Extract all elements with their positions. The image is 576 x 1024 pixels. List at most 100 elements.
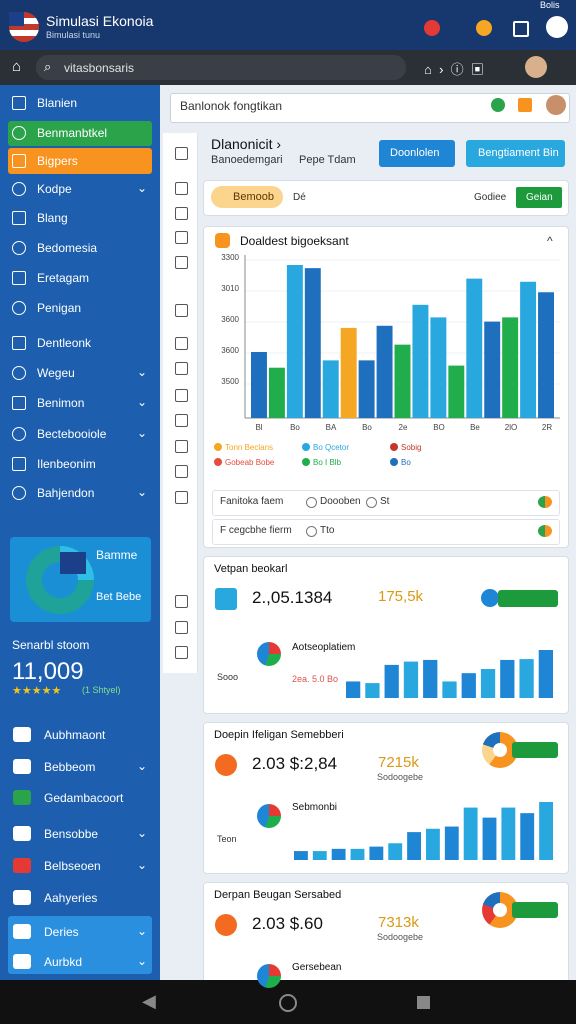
menu-item[interactable]: Aubhmaont — [44, 728, 106, 742]
menu-item[interactable]: Blanien — [37, 96, 78, 110]
legend-swatch — [302, 458, 310, 466]
tool-icon[interactable] — [175, 414, 188, 427]
recent-nav[interactable] — [417, 996, 430, 1009]
card-value: 2.,05.1384 — [252, 588, 333, 607]
menu-item[interactable]: Bensobbe — [44, 827, 99, 841]
tool-icon[interactable] — [175, 231, 188, 244]
menu-item[interactable]: Bigpers — [37, 154, 78, 168]
card-stat-note: Sodoogebe — [377, 932, 424, 942]
radio[interactable] — [366, 497, 377, 508]
menu-item[interactable]: Eretagam — [37, 271, 90, 285]
tool-icon[interactable] — [175, 337, 188, 350]
chevron[interactable]: ⌄ — [137, 365, 148, 379]
window-icon[interactable] — [513, 21, 529, 37]
card-button[interactable] — [512, 742, 558, 758]
menu-icon — [12, 182, 26, 196]
chevron[interactable]: ⌄ — [137, 426, 148, 440]
menu-item[interactable]: Deries — [44, 925, 79, 939]
menu-item[interactable]: Dentleonk — [37, 336, 92, 350]
radio[interactable] — [306, 497, 317, 508]
toggle-dot[interactable] — [481, 589, 499, 607]
active-item-bg — [8, 121, 152, 146]
card-button[interactable] — [498, 590, 558, 607]
chevron[interactable]: ⌄ — [137, 485, 148, 499]
menu-item[interactable]: Ilenbeonim — [37, 457, 96, 471]
tool-icon[interactable] — [175, 491, 188, 504]
profile-avatar[interactable] — [525, 56, 547, 78]
tool-icon[interactable] — [175, 304, 188, 317]
menu-item[interactable]: Aurbkd — [44, 955, 83, 969]
filter-option[interactable]: Godiee — [474, 192, 507, 203]
tool-icon[interactable] — [175, 389, 188, 402]
mini-bar — [384, 664, 399, 698]
menu-item[interactable]: Bahjendon — [37, 486, 95, 500]
legend-swatch — [214, 443, 222, 451]
chevron[interactable]: ⌄ — [137, 924, 148, 938]
tool-icon[interactable] — [175, 362, 188, 375]
status-text: Bolis — [540, 0, 560, 10]
tool-icon[interactable] — [175, 621, 188, 634]
secondary-button[interactable] — [466, 140, 565, 167]
menu-item[interactable]: Wegeu — [37, 366, 75, 380]
alert-icon[interactable] — [518, 98, 532, 112]
url-field[interactable] — [36, 55, 406, 80]
tool-icon[interactable] — [175, 440, 188, 453]
primary-button-label: Doonlolen — [390, 147, 440, 159]
back-button[interactable]: ◀ — [142, 991, 156, 1011]
filter-button[interactable] — [516, 187, 562, 208]
tool-icon[interactable] — [175, 182, 188, 195]
menu-item[interactable]: Bectebooiole — [37, 427, 107, 441]
mini-bar — [423, 659, 438, 698]
tool-icon[interactable] — [175, 465, 188, 478]
bar — [484, 321, 501, 418]
notification-icon[interactable] — [424, 20, 440, 36]
menu-item[interactable]: Benimon — [37, 396, 85, 410]
primary-button[interactable] — [379, 140, 455, 167]
secondary-button-label: Bengtiament Bin — [478, 147, 559, 159]
menu-item[interactable]: Belbseoen — [44, 859, 101, 873]
card-value: 2.03 $:2,84 — [252, 754, 338, 773]
chevron[interactable]: ⌄ — [137, 826, 148, 840]
collapse-toggle[interactable]: ^ — [547, 234, 553, 248]
avatar[interactable] — [546, 16, 568, 38]
card-button[interactable] — [512, 902, 558, 918]
option-row[interactable] — [212, 490, 560, 516]
tool-icon[interactable] — [175, 207, 188, 220]
home-nav[interactable] — [279, 994, 297, 1012]
radio[interactable] — [306, 526, 317, 537]
tool-icon[interactable] — [175, 147, 188, 160]
donut-hole — [493, 903, 507, 917]
card-stat: 175,5k — [378, 588, 424, 605]
chevron[interactable]: ⌄ — [137, 954, 148, 968]
menu-item[interactable]: Kodpe — [37, 182, 72, 196]
menu-item[interactable]: Aahyeries — [44, 891, 98, 905]
card-title: Doepin Ifeligan Semebberi — [214, 729, 344, 741]
menu-item[interactable]: Blang — [37, 211, 68, 225]
menu-item[interactable]: Bebbeom — [44, 760, 96, 774]
highlight-item-bg — [8, 148, 152, 174]
coin-icon[interactable] — [476, 20, 492, 36]
status-dot — [491, 98, 505, 112]
menu-icon — [12, 427, 26, 441]
chevron[interactable]: ⌄ — [137, 759, 148, 773]
tab-one[interactable]: Banoedemgari — [211, 154, 283, 166]
tool-icon[interactable] — [175, 256, 188, 269]
nav-icons[interactable]: ⌂ › ⓘ ▣ — [424, 62, 484, 77]
menu-item[interactable]: Bedomesia — [37, 241, 98, 255]
option-row[interactable] — [212, 519, 560, 545]
tool-icon[interactable] — [175, 595, 188, 608]
promo-building — [60, 552, 86, 574]
menu-item[interactable]: Gedambacoort — [44, 791, 124, 805]
bar-chart: 3300 3010 3600 3600 3500 Bl Bo BA Bo 2e BO Be 2lO 2R T… — [214, 253, 560, 467]
menu-item[interactable]: Penigan — [37, 301, 82, 315]
chevron[interactable]: ⌄ — [137, 181, 148, 195]
chevron[interactable]: ⌄ — [137, 395, 148, 409]
tab-two[interactable]: Pepe Tdam — [299, 154, 356, 166]
filter-field[interactable]: Dé — [293, 192, 306, 203]
home-button[interactable]: ⌂ — [12, 58, 22, 75]
filter-chip[interactable] — [211, 186, 283, 208]
user-avatar[interactable] — [546, 95, 566, 115]
tool-icon[interactable] — [175, 646, 188, 659]
chevron[interactable]: ⌄ — [137, 858, 148, 872]
menu-item[interactable]: Benmanbtkel — [37, 126, 108, 140]
